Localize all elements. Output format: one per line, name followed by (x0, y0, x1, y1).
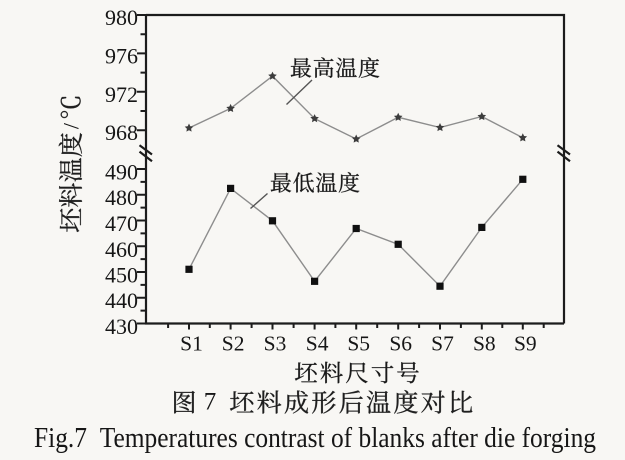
svg-text:/: / (58, 122, 83, 129)
svg-text:S3: S3 (264, 332, 287, 356)
svg-text:440: 440 (105, 288, 138, 313)
svg-text:968: 968 (105, 120, 138, 145)
svg-text:976: 976 (105, 43, 138, 68)
svg-text:S8: S8 (473, 332, 496, 356)
svg-text:430: 430 (105, 314, 138, 339)
svg-text:S2: S2 (222, 332, 245, 356)
svg-text:7: 7 (204, 389, 217, 416)
svg-text:S7: S7 (431, 332, 454, 356)
svg-text:480: 480 (105, 185, 138, 210)
svg-text:980: 980 (105, 5, 138, 30)
svg-text:S1: S1 (180, 332, 203, 356)
svg-text:S5: S5 (347, 332, 370, 356)
svg-text:S9: S9 (514, 332, 537, 356)
svg-text:Fig.7 Temperatures contrast o: Fig.7 Temperatures contrast of blanks af… (34, 423, 596, 454)
svg-text:972: 972 (105, 82, 138, 107)
svg-text:470: 470 (105, 211, 138, 236)
svg-text:S6: S6 (389, 332, 412, 356)
svg-text:460: 460 (105, 237, 138, 262)
svg-text:S4: S4 (306, 332, 329, 356)
svg-text:490: 490 (105, 160, 138, 185)
svg-text:450: 450 (105, 263, 138, 288)
